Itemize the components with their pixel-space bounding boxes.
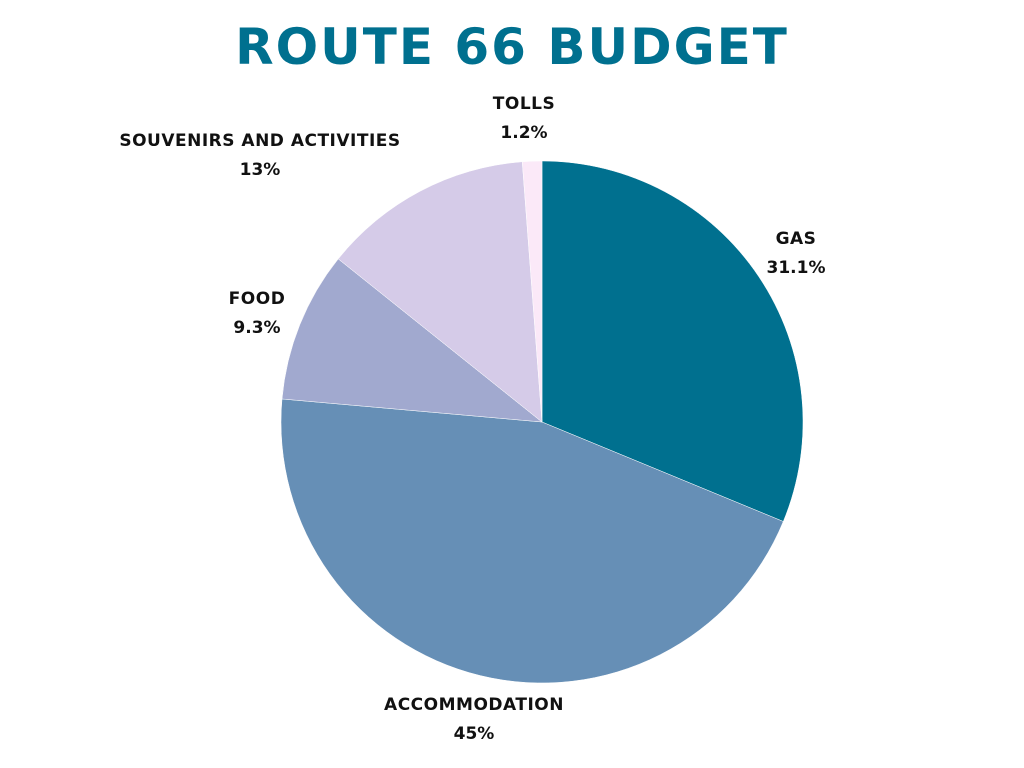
pie-slices <box>280 160 804 684</box>
slice-label: ACCOMMODATION <box>384 695 564 715</box>
slice-label: TOLLS <box>493 94 555 114</box>
slice-label: SOUVENIRS AND ACTIVITIES <box>119 131 400 151</box>
slice-value: 31.1% <box>767 258 826 278</box>
pie-slice-gas <box>541 160 804 522</box>
slice-value: 9.3% <box>233 318 280 338</box>
slice-label: FOOD <box>229 289 286 309</box>
slice-label: GAS <box>776 229 817 249</box>
pie-slice-tolls <box>521 160 543 423</box>
pie-slice-souvenirs-and-activities <box>337 161 543 423</box>
pie-slice-accommodation <box>280 398 784 684</box>
chart-title: ROUTE 66 BUDGET <box>235 18 789 76</box>
slice-value: 13% <box>240 160 281 180</box>
pie-slice-food <box>281 258 543 423</box>
slice-value: 1.2% <box>500 123 547 143</box>
slice-labels: GAS 31.1% ACCOMMODATION 45% FOOD 9.3% SOUVENIR… <box>119 94 825 744</box>
slice-value: 45% <box>454 724 495 744</box>
